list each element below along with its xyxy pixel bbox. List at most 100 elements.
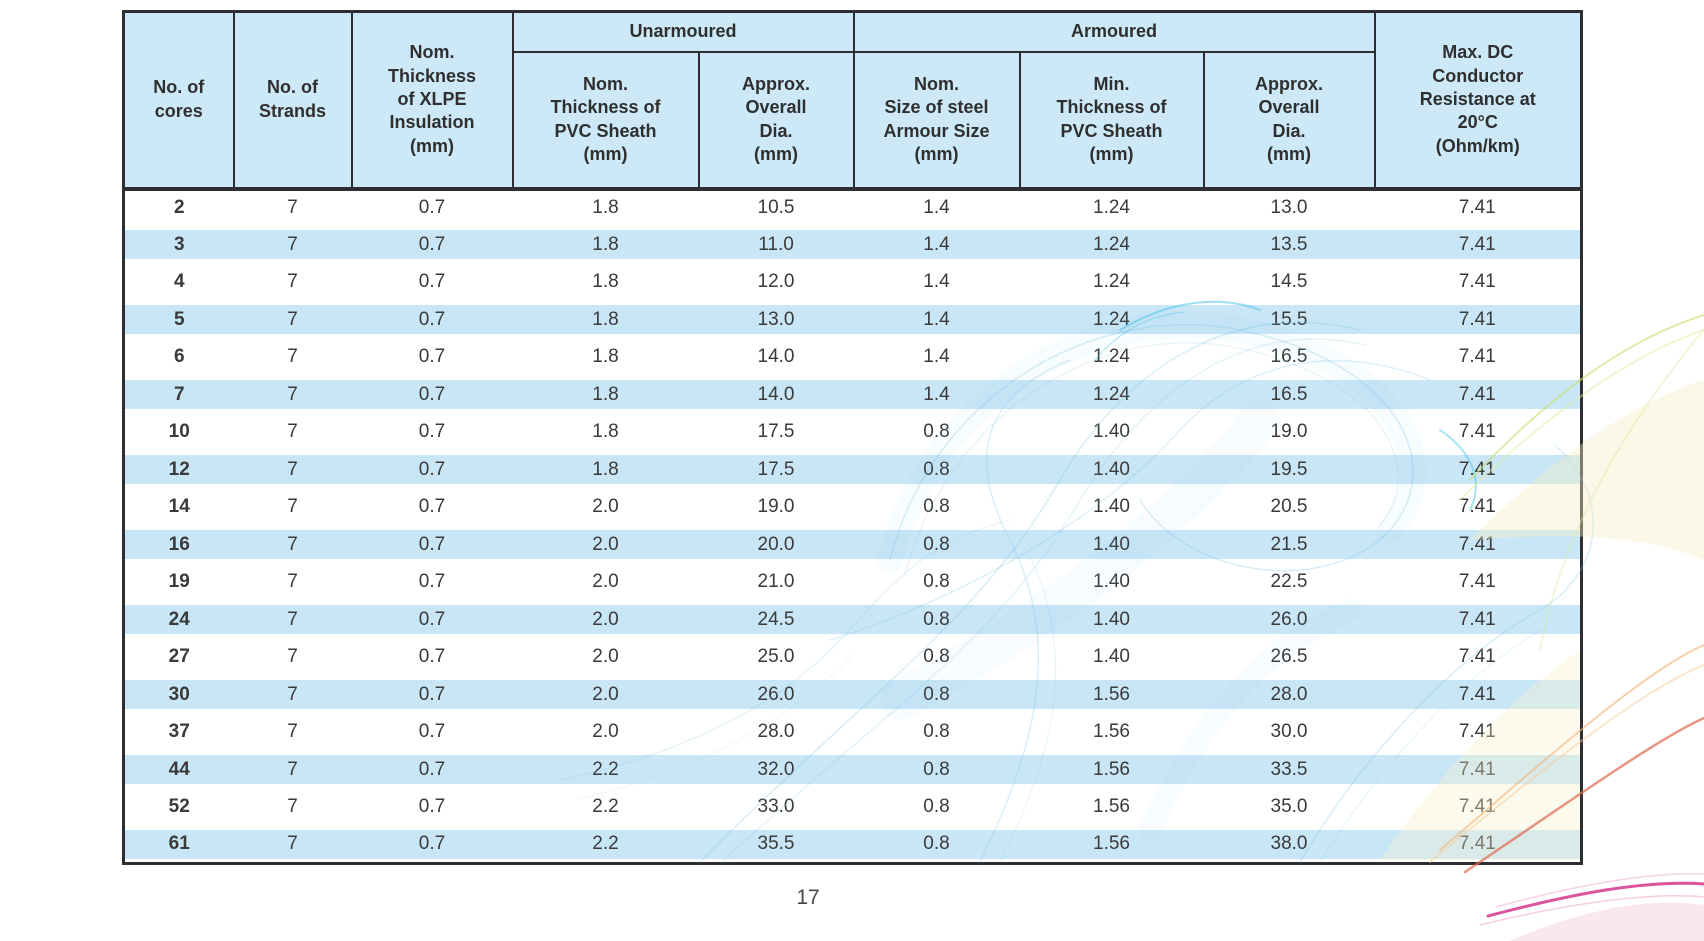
cell-unarmoured-overall-dia-mm: 17.5: [698, 451, 854, 489]
cell-armoured-pvc-sheath-min-thickness-mm: 1.24: [1093, 271, 1130, 293]
cell-no-of-cores: 12: [123, 451, 234, 489]
cell-armoured-overall-dia-mm: 38.0: [1203, 826, 1375, 864]
cell-no-of-cores: 16: [123, 526, 234, 564]
cell-xlpe-insulation-thickness-mm: 0.7: [351, 826, 513, 864]
table-row: 7 7 0.7 1.8 14.0 1.4 1.24 16.5 7.41: [123, 376, 1582, 414]
cell-unarmoured-overall-dia-mm: 20.0: [698, 526, 854, 564]
cell-unarmoured-pvc-sheath-thickness-mm: 2.2: [592, 796, 619, 818]
cell-xlpe-insulation-thickness-mm: 0.7: [418, 421, 446, 443]
cell-max-dc-resistance-ohm-per-km: 7.41: [1458, 197, 1496, 219]
header-no-of-strands: No. of Strands: [232, 10, 353, 191]
cell-unarmoured-overall-dia-mm: 14.0: [698, 376, 854, 414]
table-row: 3 7 0.7 1.8 11.0 1.4 1.24 13.5 7.41: [123, 226, 1582, 264]
header-group-row: No. of cores No. of Strands Nom. Thickne…: [122, 10, 1583, 191]
cell-no-of-cores: 52: [168, 796, 190, 818]
cell-unarmoured-overall-dia-mm: 11.0: [698, 226, 854, 264]
table-row: 27 7 0.7 2.0 25.0 0.8 1.40 26.5 7.41: [124, 639, 1582, 677]
cell-max-dc-resistance-ohm-per-km: 7.41: [1374, 526, 1582, 564]
cell-xlpe-insulation-thickness-mm: 0.7: [351, 301, 513, 339]
cell-no-of-strands: 7: [287, 721, 298, 743]
cell-armour-steel-size-mm: 1.4: [923, 346, 950, 368]
cell-armour-steel-size-mm: 1.4: [853, 301, 1020, 339]
cell-armoured-overall-dia-mm: 26.0: [1203, 601, 1375, 639]
cell-unarmoured-pvc-sheath-thickness-mm: 2.2: [512, 751, 699, 789]
cell-unarmoured-overall-dia-mm: 17.5: [757, 421, 795, 443]
cell-no-of-cores: 37: [168, 721, 190, 743]
cable-specification-table: No. of cores No. of Strands Nom. Thickne…: [122, 10, 1584, 865]
cell-armoured-overall-dia-mm: 19.5: [1203, 451, 1375, 489]
cell-max-dc-resistance-ohm-per-km: 7.41: [1458, 271, 1496, 293]
cell-xlpe-insulation-thickness-mm: 0.7: [418, 496, 446, 518]
cell-unarmoured-overall-dia-mm: 28.0: [757, 721, 795, 743]
cell-armoured-pvc-sheath-min-thickness-mm: 1.24: [1093, 197, 1130, 219]
cell-xlpe-insulation-thickness-mm: 0.7: [351, 376, 513, 414]
cell-max-dc-resistance-ohm-per-km: 7.41: [1458, 421, 1496, 443]
table-row: 30 7 0.7 2.0 26.0 0.8 1.56 28.0 7.41: [123, 676, 1582, 714]
cell-no-of-cores: 2: [173, 197, 185, 219]
cell-no-of-strands: 7: [233, 601, 352, 639]
header-unarmoured-overall-dia: Approx. Overall Dia. (mm): [697, 50, 855, 191]
cell-unarmoured-pvc-sheath-thickness-mm: 1.8: [592, 346, 619, 368]
cell-no-of-cores: 44: [123, 751, 234, 789]
cell-no-of-strands: 7: [233, 226, 352, 264]
cell-xlpe-insulation-thickness-mm: 0.7: [351, 751, 513, 789]
table-row: 12 7 0.7 1.8 17.5 0.8 1.40 19.5 7.41: [123, 451, 1582, 489]
header-max-dc-resistance: Max. DC Conductor Resistance at 20°C (Oh…: [1373, 10, 1583, 191]
cell-armour-steel-size-mm: 0.8: [923, 646, 950, 668]
cell-unarmoured-pvc-sheath-thickness-mm: 2.2: [512, 826, 699, 864]
cell-no-of-strands: 7: [287, 796, 298, 818]
cell-armour-steel-size-mm: 0.8: [853, 601, 1020, 639]
cell-armoured-overall-dia-mm: 21.5: [1203, 526, 1375, 564]
cell-no-of-cores: 10: [168, 421, 190, 443]
cell-armour-steel-size-mm: 0.8: [853, 826, 1020, 864]
cell-armoured-overall-dia-mm: 15.5: [1203, 301, 1375, 339]
cell-no-of-strands: 7: [233, 301, 352, 339]
cell-no-of-strands: 7: [233, 376, 352, 414]
cell-unarmoured-pvc-sheath-thickness-mm: 2.0: [592, 646, 619, 668]
cell-unarmoured-pvc-sheath-thickness-mm: 1.8: [592, 197, 619, 219]
cell-armoured-pvc-sheath-min-thickness-mm: 1.24: [1019, 226, 1204, 264]
cell-unarmoured-pvc-sheath-thickness-mm: 2.0: [592, 496, 619, 518]
cell-xlpe-insulation-thickness-mm: 0.7: [418, 271, 446, 293]
table-row: 24 7 0.7 2.0 24.5 0.8 1.40 26.0 7.41: [123, 601, 1582, 639]
cell-armoured-overall-dia-mm: 13.0: [1270, 197, 1308, 219]
cell-armoured-overall-dia-mm: 14.5: [1270, 271, 1308, 293]
cell-no-of-cores: 6: [173, 346, 185, 368]
cell-armoured-overall-dia-mm: 35.0: [1270, 796, 1308, 818]
table-row: 52 7 0.7 2.2 33.0 0.8 1.56 35.0 7.41: [124, 789, 1582, 827]
cell-unarmoured-pvc-sheath-thickness-mm: 2.0: [592, 571, 619, 593]
header-armoured-overall-dia: Approx. Overall Dia. (mm): [1202, 50, 1376, 191]
cell-armoured-pvc-sheath-min-thickness-mm: 1.40: [1093, 421, 1130, 443]
cell-armour-steel-size-mm: 0.8: [923, 721, 950, 743]
cell-max-dc-resistance-ohm-per-km: 7.41: [1374, 451, 1582, 489]
cell-max-dc-resistance-ohm-per-km: 7.41: [1458, 796, 1496, 818]
cell-no-of-strands: 7: [287, 496, 298, 518]
cell-unarmoured-pvc-sheath-thickness-mm: 2.0: [512, 526, 699, 564]
header-group-armoured: Armoured: [852, 10, 1376, 53]
cell-armoured-pvc-sheath-min-thickness-mm: 1.24: [1019, 301, 1204, 339]
cell-armoured-pvc-sheath-min-thickness-mm: 1.56: [1093, 721, 1130, 743]
cell-no-of-strands: 7: [233, 826, 352, 864]
cell-xlpe-insulation-thickness-mm: 0.7: [418, 346, 446, 368]
cell-max-dc-resistance-ohm-per-km: 7.41: [1458, 721, 1496, 743]
cell-armour-steel-size-mm: 1.4: [853, 226, 1020, 264]
cell-armoured-pvc-sheath-min-thickness-mm: 1.56: [1093, 796, 1130, 818]
cell-no-of-cores: 3: [123, 226, 234, 264]
cell-unarmoured-pvc-sheath-thickness-mm: 1.8: [512, 376, 699, 414]
cell-xlpe-insulation-thickness-mm: 0.7: [418, 571, 446, 593]
table-row: 6 7 0.7 1.8 14.0 1.4 1.24 16.5 7.41: [124, 339, 1582, 377]
cell-armour-steel-size-mm: 0.8: [923, 571, 950, 593]
cell-armoured-pvc-sheath-min-thickness-mm: 1.24: [1093, 346, 1130, 368]
cell-max-dc-resistance-ohm-per-km: 7.41: [1374, 301, 1582, 339]
cell-unarmoured-overall-dia-mm: 33.0: [757, 796, 795, 818]
cell-no-of-strands: 7: [287, 571, 298, 593]
cell-armour-steel-size-mm: 1.4: [923, 197, 950, 219]
header-xlpe-insulation-thickness: Nom. Thickness of XLPE Insulation (mm): [350, 10, 514, 191]
cell-armoured-pvc-sheath-min-thickness-mm: 1.56: [1019, 826, 1204, 864]
cell-unarmoured-overall-dia-mm: 19.0: [757, 496, 795, 518]
cell-armoured-pvc-sheath-min-thickness-mm: 1.56: [1019, 676, 1204, 714]
cell-max-dc-resistance-ohm-per-km: 7.41: [1374, 676, 1582, 714]
cell-unarmoured-pvc-sheath-thickness-mm: 1.8: [512, 451, 699, 489]
table-row: 16 7 0.7 2.0 20.0 0.8 1.40 21.5 7.41: [123, 526, 1582, 564]
table-row: 44 7 0.7 2.2 32.0 0.8 1.56 33.5 7.41: [123, 751, 1582, 789]
